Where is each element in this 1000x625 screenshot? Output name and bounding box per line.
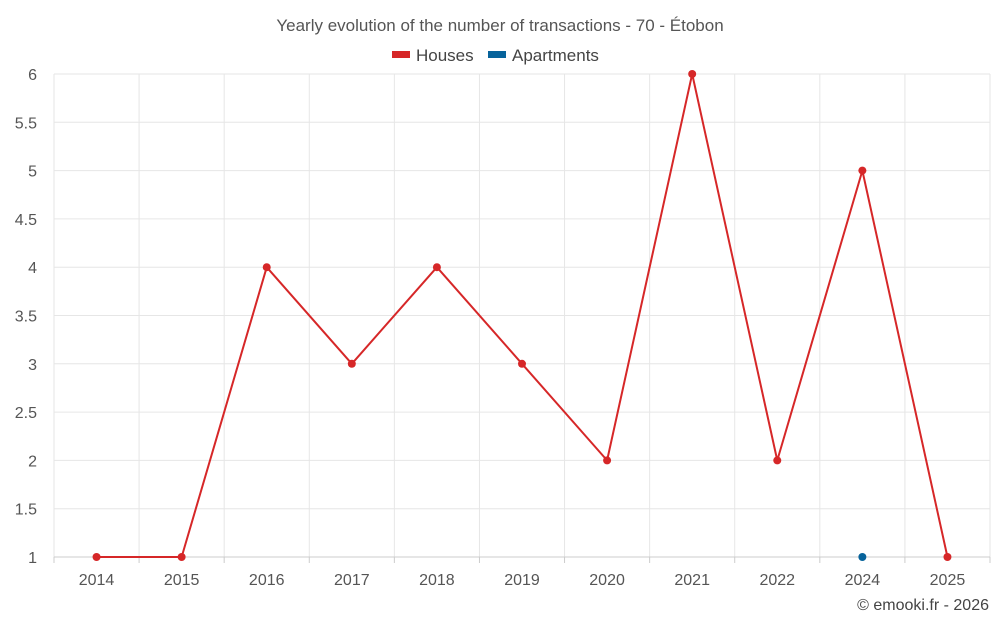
chart-title: Yearly evolution of the number of transa…	[276, 16, 723, 35]
series-layer	[92, 70, 952, 561]
x-tick-label: 2024	[845, 572, 881, 589]
x-tick-label: 2015	[164, 572, 200, 589]
credit-text: © emooki.fr - 2026	[857, 597, 989, 614]
x-tick-label: 2017	[334, 572, 370, 589]
y-axis-ticks: 1 1.5 2 2.5 3 3.5 4 4.5 5 5.5 6	[15, 67, 37, 567]
legend-swatch-houses	[392, 51, 410, 58]
y-tick-label: 2.5	[15, 405, 37, 422]
legend-label-apartments: Apartments	[512, 46, 599, 65]
y-tick-label: 1.5	[15, 502, 37, 519]
y-tick-label: 4.5	[15, 212, 37, 229]
y-tick-label: 3	[28, 357, 37, 374]
legend-swatch-apartments	[488, 51, 506, 58]
data-point-houses[interactable]	[943, 553, 952, 561]
data-point-houses[interactable]	[177, 553, 186, 561]
x-tick-label: 2022	[759, 572, 795, 589]
legend: Houses Apartments	[392, 46, 599, 65]
legend-item-houses[interactable]: Houses	[392, 46, 474, 65]
x-axis-ticks: 2014 2015 2016 2017 2018 2019 2020 2021 2022 2024…	[53, 557, 991, 589]
y-tick-label: 1	[28, 550, 37, 567]
data-point-houses[interactable]	[432, 263, 441, 272]
x-tick-label: 2021	[674, 572, 710, 589]
x-tick-label: 2019	[504, 572, 540, 589]
y-tick-label: 5	[28, 164, 37, 181]
y-tick-label: 3.5	[15, 309, 37, 326]
data-point-apartments[interactable]	[858, 553, 867, 561]
x-tick-label: 2018	[419, 572, 455, 589]
legend-item-apartments[interactable]: Apartments	[488, 46, 599, 65]
x-tick-label: 2014	[79, 572, 115, 589]
data-point-houses[interactable]	[773, 456, 782, 465]
y-tick-label: 4	[28, 260, 37, 277]
data-point-houses[interactable]	[688, 70, 697, 78]
data-point-houses[interactable]	[603, 456, 612, 465]
y-gridlines	[54, 73, 990, 510]
x-tick-label: 2020	[589, 572, 625, 589]
x-tick-label: 2016	[249, 572, 285, 589]
legend-label-houses: Houses	[416, 46, 474, 65]
x-tick-label: 2025	[930, 572, 966, 589]
data-point-houses[interactable]	[262, 263, 271, 272]
y-tick-label: 6	[28, 67, 37, 84]
data-point-houses[interactable]	[858, 166, 867, 175]
data-point-houses[interactable]	[347, 359, 356, 368]
y-tick-label: 2	[28, 453, 37, 470]
data-point-houses[interactable]	[92, 553, 101, 561]
y-tick-label: 5.5	[15, 115, 37, 132]
data-point-houses[interactable]	[518, 359, 526, 368]
